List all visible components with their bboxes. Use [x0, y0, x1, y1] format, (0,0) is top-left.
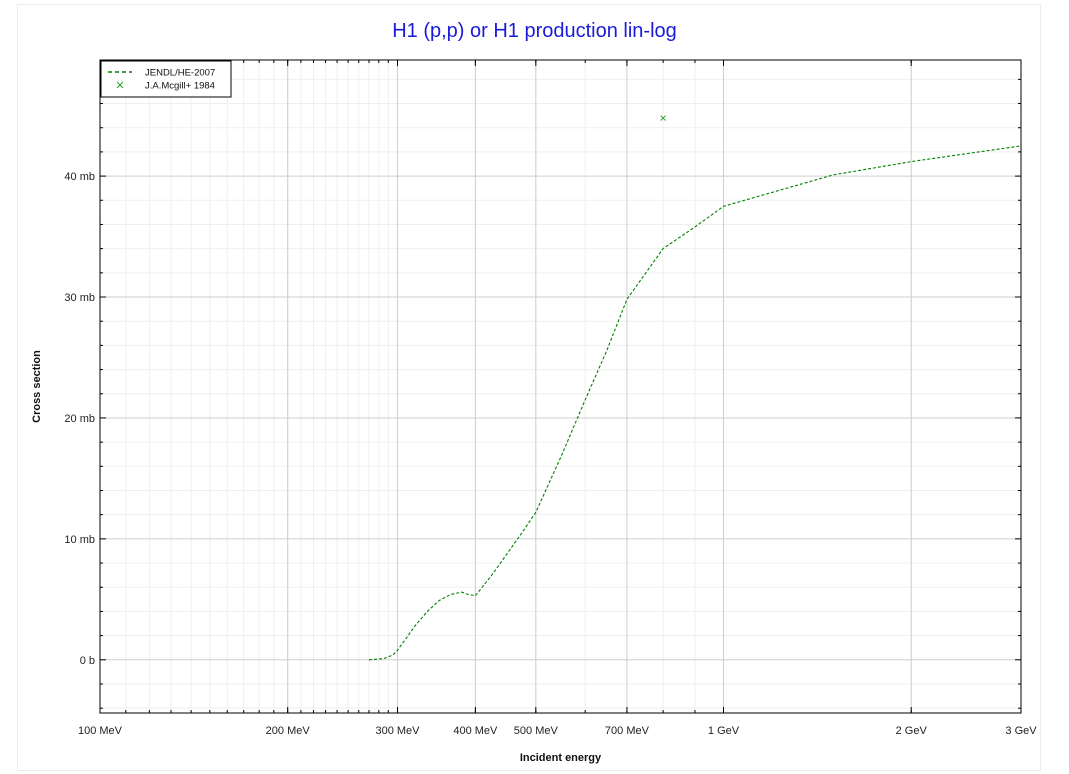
legend-box — [100, 60, 232, 98]
y-tick-label: 0 b — [80, 655, 95, 667]
y-tick-label: 20 mb — [64, 413, 95, 425]
legend-entry-label: JENDL/HE-2007 — [145, 68, 215, 79]
axis-labels: 100 MeV 200 MeV 300 MeV 400 MeV 500 MeV 700 M… — [31, 171, 1037, 764]
series-layer — [368, 115, 1022, 661]
legend-x-swatch — [116, 81, 124, 89]
x-tick-label: 3 GeV — [1005, 725, 1037, 737]
x-tick-label: 700 MeV — [605, 725, 650, 737]
plot-area-border — [99, 59, 1022, 714]
x-axis-title: Incident energy — [520, 752, 602, 764]
y-tick-label: 10 mb — [64, 534, 95, 546]
x-marker-stroke — [660, 115, 666, 121]
x-tick-label: 100 MeV — [78, 725, 123, 737]
x-tick-label: 2 GeV — [896, 725, 928, 737]
x-tick-label: 1 GeV — [708, 725, 740, 737]
chart-title: H1 (p,p) or H1 production lin-log — [392, 20, 677, 42]
x-tick-label: 200 MeV — [266, 725, 311, 737]
y-axis-title: Cross section — [31, 350, 43, 423]
legend: JENDL/HE-2007 J.A.Mcgill+ 1984 — [100, 60, 232, 98]
legend-entry-label: J.A.Mcgill+ 1984 — [145, 81, 215, 92]
grid — [99, 60, 1022, 713]
x-tick-label: 500 MeV — [514, 725, 559, 737]
axes — [99, 59, 1022, 714]
x-tick-label: 400 MeV — [453, 725, 498, 737]
y-tick-label: 40 mb — [64, 171, 95, 183]
x-tick-label: 300 MeV — [375, 725, 420, 737]
y-tick-label: 30 mb — [64, 292, 95, 304]
data-point-mcgill — [660, 115, 666, 121]
chart-border — [17, 4, 1041, 771]
